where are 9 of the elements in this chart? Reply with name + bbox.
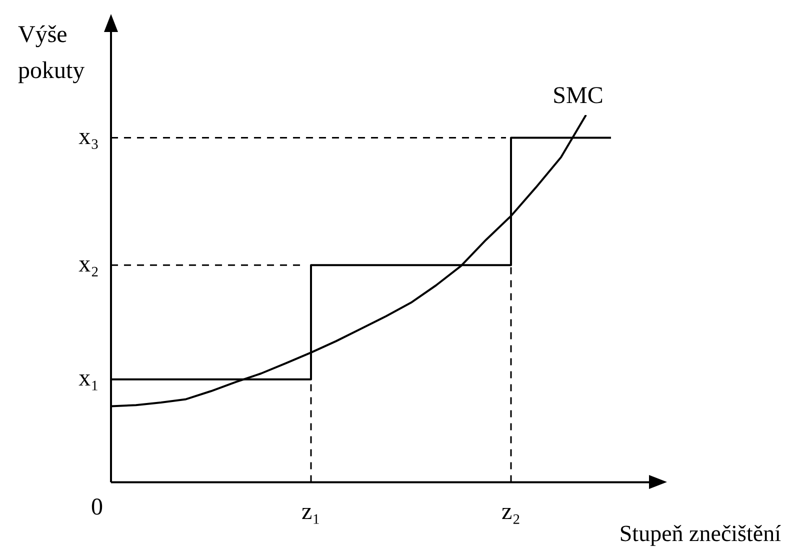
x-tick-label: z₂: [501, 498, 521, 525]
ref-line-label: x₃: [78, 124, 99, 150]
text: x₁: [78, 366, 99, 392]
x-axis-title: Stupeň znečištění: [619, 521, 782, 546]
series-label: SMC: [552, 83, 604, 109]
x-tick-label: z₁: [301, 498, 321, 525]
y-axis-title: Výše pokuty: [18, 22, 85, 84]
text: 0: [91, 494, 103, 520]
ref-line-label: x₂: [78, 251, 99, 278]
